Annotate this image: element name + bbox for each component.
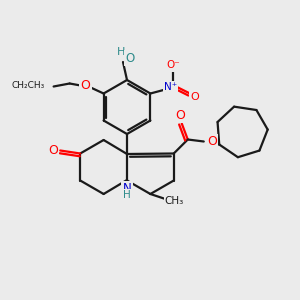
Text: O: O [81, 79, 91, 92]
Text: O: O [207, 135, 217, 148]
Text: N: N [123, 182, 131, 195]
Text: O⁻: O⁻ [167, 61, 180, 70]
Text: CH₃: CH₃ [165, 196, 184, 206]
Text: O: O [190, 92, 199, 103]
Text: O: O [125, 52, 135, 64]
Text: H: H [117, 47, 125, 57]
Text: O: O [175, 109, 185, 122]
Text: N⁺: N⁺ [164, 82, 177, 92]
Text: O: O [48, 144, 58, 157]
Text: CH₂CH₃: CH₂CH₃ [11, 81, 45, 90]
Text: H: H [123, 190, 131, 200]
